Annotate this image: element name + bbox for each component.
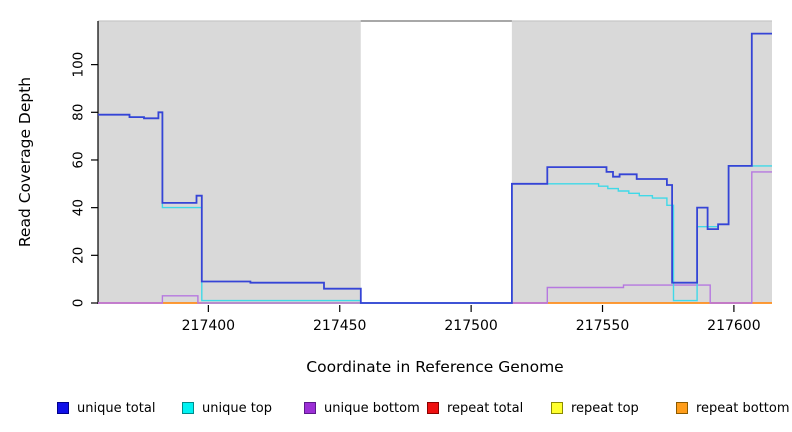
legend: unique total unique top unique bottom repea… — [0, 398, 792, 422]
legend-swatch-icon — [676, 402, 688, 414]
x-axis-label: Coordinate in Reference Genome — [306, 358, 564, 376]
legend-label: unique top — [202, 400, 273, 416]
legend-swatch-icon — [304, 402, 316, 414]
x-tick-label: 217450 — [313, 318, 366, 334]
legend-swatch-icon — [427, 402, 439, 414]
legend-swatch-icon — [551, 402, 563, 414]
y-tick-label: 20 — [71, 247, 87, 264]
y-tick-label: 100 — [71, 52, 87, 78]
x-tick-label: 217600 — [707, 318, 760, 334]
legend-label: repeat bottom — [696, 400, 790, 416]
legend-item-unique-top: unique top — [182, 398, 272, 418]
x-tick-label: 217500 — [444, 318, 497, 334]
masked-panel-right — [511, 21, 772, 303]
legend-label: unique bottom — [324, 400, 420, 416]
legend-item-unique-bottom: unique bottom — [304, 398, 420, 418]
legend-item-repeat-bottom: repeat bottom — [676, 398, 790, 418]
legend-item-repeat-total: repeat total — [427, 398, 523, 418]
legend-label: repeat total — [447, 400, 524, 416]
y-tick-label: 0 — [71, 299, 87, 308]
legend-label: repeat top — [571, 400, 639, 416]
legend-swatch-icon — [182, 402, 194, 414]
y-axis-label: Read Coverage Depth — [16, 76, 34, 248]
y-tick-label: 40 — [71, 199, 87, 216]
y-tick-label: 80 — [71, 104, 87, 121]
legend-item-repeat-top: repeat top — [551, 398, 639, 418]
x-tick-label: 217550 — [576, 318, 629, 334]
series-line-unique-total — [98, 32, 772, 304]
x-tick-label: 217400 — [182, 318, 235, 334]
legend-label: unique total — [77, 400, 156, 416]
series-line-unique-bottom — [98, 171, 772, 304]
legend-item-unique-total: unique total — [57, 398, 155, 418]
y-tick-label: 60 — [71, 151, 87, 168]
masked-panel-left — [98, 21, 361, 303]
legend-swatch-icon — [57, 402, 69, 414]
